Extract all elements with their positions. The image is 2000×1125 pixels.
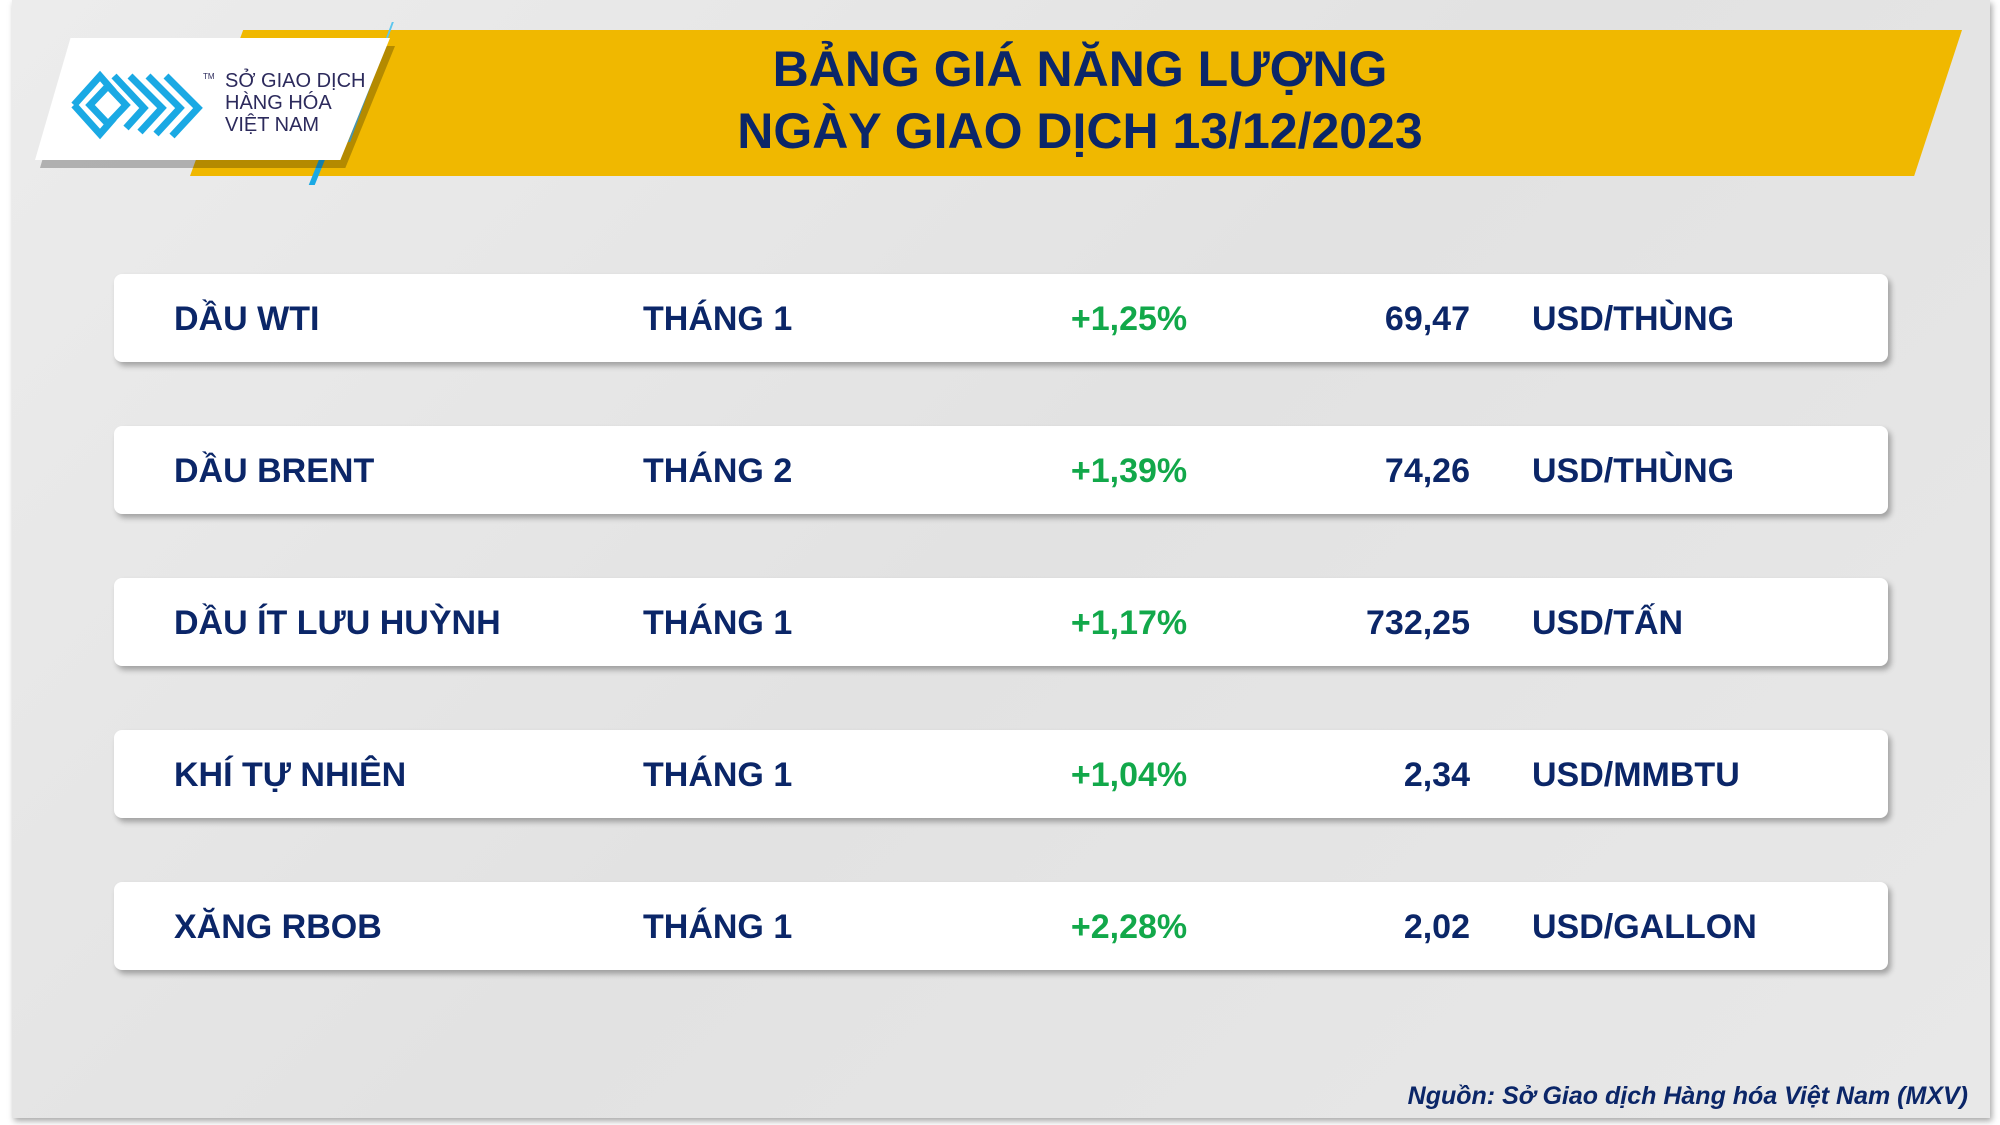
source-note: Nguồn: Sở Giao dịch Hàng hóa Việt Nam (M…	[1407, 1082, 1968, 1110]
price-change: +1,25%	[1070, 300, 1188, 338]
price-change: +1,39%	[1070, 452, 1188, 490]
price-row: DẦU WTI THÁNG 1 +1,25% 69,47 USD/THÙNG	[114, 274, 1888, 362]
contract-month: THÁNG 1	[643, 300, 793, 338]
commodity-name: DẦU BRENT	[174, 452, 375, 490]
commodity-name: DẦU WTI	[174, 300, 320, 338]
price-unit: USD/GALLON	[1532, 908, 1757, 946]
price-unit: USD/THÙNG	[1532, 300, 1735, 338]
price-row: KHÍ TỰ NHIÊN THÁNG 1 +1,04% 2,34 USD/MMBTU	[114, 730, 1888, 818]
mxv-logo-icon	[71, 70, 203, 140]
price-change: +1,04%	[1070, 756, 1188, 794]
price-value: 732,25	[1366, 604, 1470, 642]
price-value: 74,26	[1384, 452, 1470, 490]
price-change: +1,17%	[1070, 604, 1188, 642]
price-row: XĂNG RBOB THÁNG 1 +2,28% 2,02 USD/GALLON	[114, 882, 1888, 970]
price-value: 69,47	[1384, 300, 1470, 338]
title-banner	[190, 30, 1962, 176]
page-title: BẢNG GIÁ NĂNG LƯỢNG NGÀY GIAO DỊCH 13/12…	[737, 41, 1423, 159]
price-unit: USD/TẤN	[1532, 604, 1684, 642]
price-change: +2,28%	[1070, 908, 1188, 946]
price-value: 2,34	[1403, 756, 1470, 794]
logo-text: SỞ GIAO DỊCH HÀNG HÓA VIỆT NAM	[225, 70, 366, 136]
contract-month: THÁNG 1	[643, 908, 793, 946]
contract-month: THÁNG 2	[643, 452, 793, 490]
price-row: DẦU ÍT LƯU HUỲNH THÁNG 1 +1,17% 732,25 USD/T…	[114, 578, 1888, 666]
commodity-name: DẦU ÍT LƯU HUỲNH	[174, 604, 501, 642]
price-row: DẦU BRENT THÁNG 2 +1,39% 74,26 USD/THÙNG	[114, 426, 1888, 514]
contract-month: THÁNG 1	[643, 604, 793, 642]
price-unit: USD/MMBTU	[1532, 756, 1740, 794]
price-unit: USD/THÙNG	[1532, 452, 1735, 490]
commodity-name: XĂNG RBOB	[174, 908, 382, 946]
price-value: 2,02	[1403, 908, 1470, 946]
commodity-name: KHÍ TỰ NHIÊN	[174, 756, 407, 794]
contract-month: THÁNG 1	[643, 756, 793, 794]
